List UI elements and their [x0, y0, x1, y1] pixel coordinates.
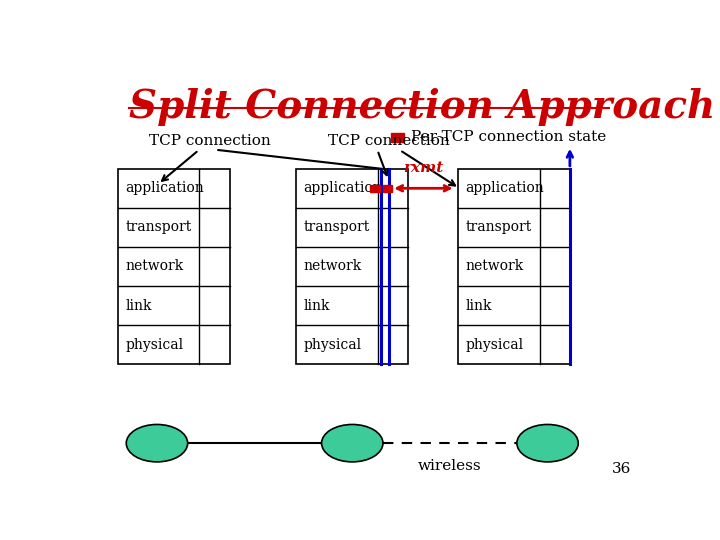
Bar: [297, 168, 408, 364]
Text: TCP connection: TCP connection: [149, 134, 271, 148]
Text: network: network: [304, 259, 362, 273]
Text: link: link: [125, 299, 152, 313]
Ellipse shape: [517, 424, 578, 462]
Bar: [459, 168, 570, 364]
Text: application: application: [125, 181, 204, 195]
Text: link: link: [304, 299, 330, 313]
Text: physical: physical: [466, 338, 523, 352]
Ellipse shape: [126, 424, 188, 462]
Bar: [118, 168, 230, 364]
Ellipse shape: [322, 424, 383, 462]
Text: 36: 36: [612, 462, 631, 476]
Bar: [383, 185, 392, 192]
Text: network: network: [466, 259, 523, 273]
Text: application: application: [304, 181, 382, 195]
Text: Split Connection Approach: Split Connection Approach: [129, 87, 715, 126]
Text: application: application: [466, 181, 544, 195]
Text: link: link: [466, 299, 492, 313]
Bar: [392, 133, 404, 141]
Text: wireless: wireless: [418, 459, 482, 473]
Text: Per-TCP connection state: Per-TCP connection state: [411, 130, 606, 144]
Text: transport: transport: [304, 220, 370, 234]
Text: TCP connection: TCP connection: [328, 134, 449, 148]
Text: physical: physical: [125, 338, 184, 352]
Bar: [370, 185, 379, 192]
Text: rxmt: rxmt: [403, 160, 444, 174]
Text: physical: physical: [304, 338, 362, 352]
Text: transport: transport: [125, 220, 192, 234]
Text: network: network: [125, 259, 184, 273]
Text: transport: transport: [466, 220, 532, 234]
